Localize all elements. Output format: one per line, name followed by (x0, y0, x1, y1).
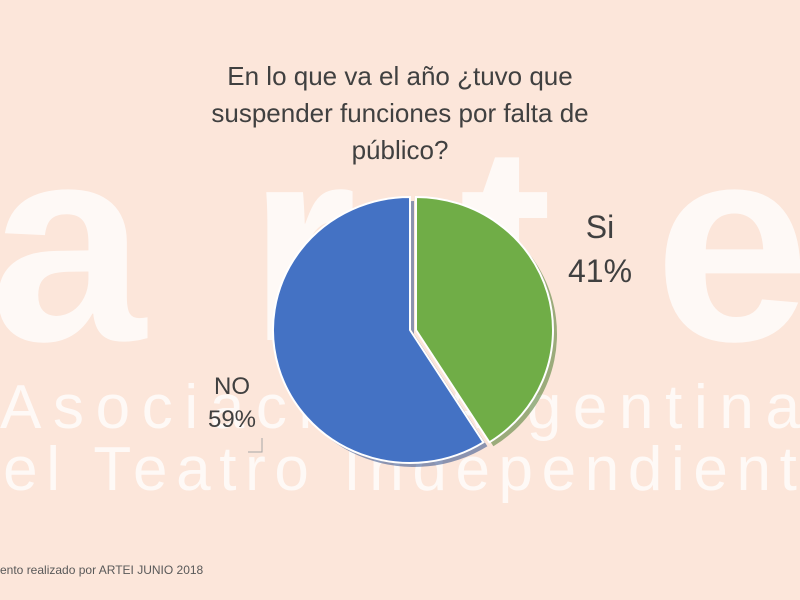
slice-name-no: NO (214, 373, 250, 400)
slice-no (272, 195, 485, 464)
slice-name-si: Si (585, 209, 615, 245)
slice-value-no: 59% (207, 406, 257, 433)
slice-label-si: Si 41% (555, 205, 645, 293)
slice-label-no: NO 59% (192, 370, 272, 436)
slice-value-si: 41% (567, 253, 633, 289)
footer-note: ento realizado por ARTEI JUNIO 2018 (0, 563, 204, 577)
slice-si (415, 195, 554, 444)
leader-line-no (248, 438, 263, 453)
chart-title: En lo que va el año ¿tuvo que suspender … (211, 61, 589, 165)
